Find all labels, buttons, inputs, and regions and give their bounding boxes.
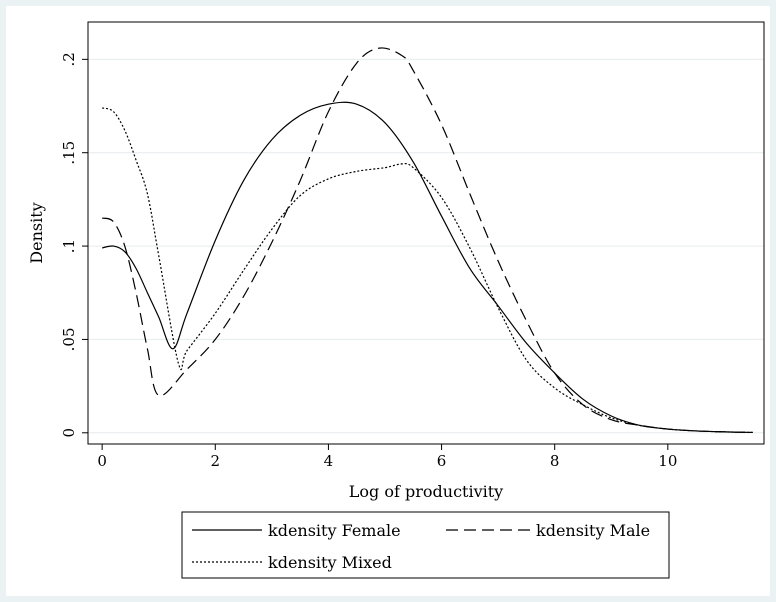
x-tick-label: 8 xyxy=(550,452,560,470)
x-tick-label: 10 xyxy=(658,452,677,470)
y-tick-label: .1 xyxy=(60,239,78,253)
y-tick-label: .05 xyxy=(60,328,78,352)
x-axis-label: Log of productivity xyxy=(349,482,503,501)
x-tick-label: 2 xyxy=(211,452,221,470)
x-tick-label: 4 xyxy=(324,452,334,470)
plot-frame xyxy=(87,21,765,445)
x-axis: 0 2 4 6 8 10 xyxy=(97,444,677,470)
x-tick-label: 6 xyxy=(437,452,447,470)
y-tick-label: .15 xyxy=(60,141,78,165)
series-group xyxy=(101,47,753,434)
y-tick-label: 0 xyxy=(60,428,78,438)
panel-background xyxy=(6,6,770,596)
legend-box xyxy=(181,511,670,579)
legend-label-female: kdensity Female xyxy=(268,521,401,540)
series-line-3 xyxy=(101,107,753,434)
gridlines xyxy=(88,58,764,434)
legend: kdensity Female kdensity Male kdensity M… xyxy=(181,511,670,579)
legend-label-male: kdensity Male xyxy=(536,521,650,540)
y-axis: 0 .05 .1 .15 .2 xyxy=(60,52,88,438)
x-tick-label: 0 xyxy=(97,452,107,470)
y-axis-label: Density xyxy=(27,202,46,263)
y-tick-label: .2 xyxy=(60,52,78,66)
series-line-1 xyxy=(102,101,753,434)
legend-label-mixed: kdensity Mixed xyxy=(268,553,392,572)
